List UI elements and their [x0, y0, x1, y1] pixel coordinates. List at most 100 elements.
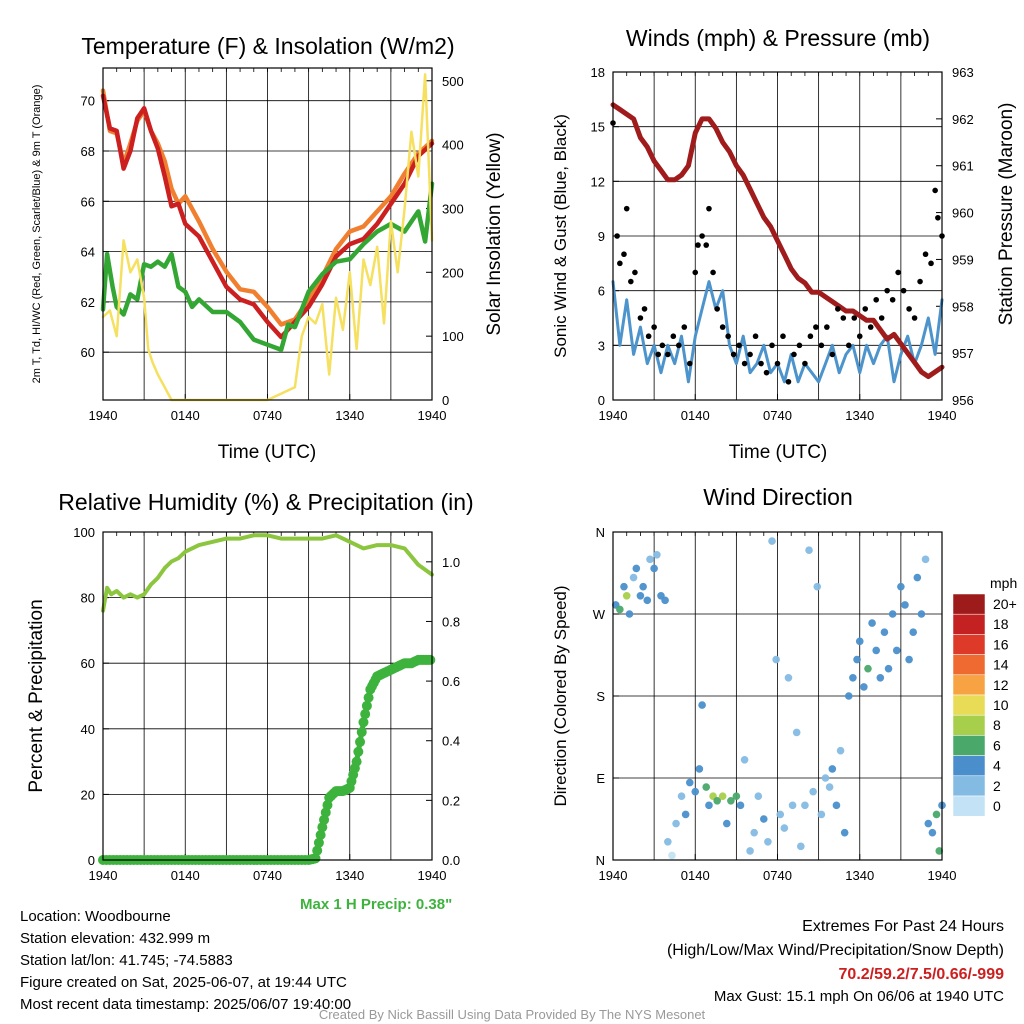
station-latlon: Station lat/lon: 41.745; -74.5883: [20, 952, 233, 969]
winds-panel: 0 3 6 9 12 15 18 956 957 958 959 960 961 962 963 1940 01…: [551, 25, 1017, 463]
gust-point: [699, 233, 705, 239]
gust-point: [676, 342, 682, 349]
legend-label: 6: [993, 737, 1001, 753]
gust-point: [932, 187, 938, 194]
precip-point: [425, 654, 436, 665]
direction-point: [746, 847, 754, 855]
gust-point: [906, 306, 912, 312]
x-tick-label: 1940: [928, 408, 957, 423]
direction-point: [876, 673, 885, 682]
direction-point: [932, 810, 941, 819]
direction-point: [718, 792, 727, 801]
direction-point: [639, 582, 647, 591]
series-line-insolation_yellow: [101, 73, 434, 402]
x-tick-label: 0740: [253, 868, 282, 883]
direction-point: [622, 591, 631, 600]
y-right-tick-label: 957: [952, 346, 974, 361]
gust-point: [769, 342, 775, 349]
plot-border: [612, 71, 943, 401]
direction-point: [888, 610, 897, 618]
direction-point: [632, 564, 641, 573]
y-right-tick-label: 0.6: [442, 674, 460, 689]
y-tick-label: 15: [591, 120, 605, 135]
direction-point: [705, 801, 713, 810]
direction-point: [825, 783, 834, 791]
x-tick-label: 1340: [335, 868, 364, 883]
x-tick-label: 0740: [253, 408, 282, 423]
x-tick-label: 0140: [171, 408, 200, 423]
y-right-tick-label: 1.0: [442, 555, 460, 570]
direction-point: [754, 792, 763, 801]
gust-point: [835, 306, 841, 312]
y-tick-label: N: [596, 853, 605, 868]
y-tick-label: 62: [81, 295, 95, 310]
direction-point: [821, 774, 830, 782]
gust-point: [651, 324, 657, 330]
gust-point: [695, 242, 701, 248]
gust-point: [741, 360, 748, 367]
direction-point: [788, 801, 797, 810]
station-location: Location: Woodbourne: [20, 908, 171, 925]
gust-point: [774, 360, 781, 367]
direction-point: [653, 550, 661, 559]
direction-point: [636, 591, 645, 600]
direction-point: [853, 655, 861, 664]
gust-point: [686, 360, 693, 367]
direction-point: [732, 792, 741, 801]
gust-point: [758, 360, 764, 367]
precip-point: [360, 709, 371, 720]
y-right-tick-label: 960: [952, 206, 974, 221]
y-axis-label: Percent & Precipitation: [26, 599, 47, 792]
y-right-tick-label: 956: [952, 393, 974, 408]
direction-point: [698, 701, 706, 709]
legend-label: 16: [993, 636, 1009, 652]
direction-point: [797, 842, 805, 851]
y-right-tick-label: 962: [952, 112, 974, 127]
precip-point: [310, 853, 321, 864]
y-tick-label: 20: [81, 787, 95, 802]
direction-point: [792, 728, 801, 737]
direction-point: [661, 596, 669, 605]
gust-point: [813, 324, 819, 330]
y-tick-label: 66: [81, 194, 95, 209]
x-tick-label: 0740: [763, 868, 792, 883]
y-tick-label: 12: [591, 174, 605, 189]
precip-point: [361, 700, 372, 711]
gust-point: [632, 269, 638, 276]
chart-title: Relative Humidity (%) & Precipitation (i…: [58, 489, 473, 515]
y-right-tick-label: 961: [952, 159, 974, 174]
direction-point: [813, 582, 822, 591]
gust-point: [935, 214, 941, 221]
extremes-title: Extremes For Past 24 Hours: [802, 918, 1004, 935]
precip-point: [356, 727, 367, 738]
y-tick-label: 0: [88, 853, 95, 868]
legend-swatch: [952, 755, 986, 777]
x-tick-label: 1940: [418, 868, 447, 883]
y-tick-label: W: [593, 607, 606, 622]
direction-point: [928, 828, 937, 837]
x-tick-label: 0140: [171, 868, 200, 883]
direction-point: [643, 596, 652, 605]
y-tick-label: 3: [598, 338, 605, 353]
direction-point: [629, 573, 638, 582]
y-tick-label: 40: [81, 722, 95, 737]
direction-point: [722, 819, 731, 828]
precip-point: [355, 736, 366, 747]
chart-title: Temperature (F) & Insolation (W/m2): [81, 33, 454, 59]
direction-point: [836, 746, 845, 755]
y-tick-label: 6: [598, 284, 605, 299]
gust-point: [747, 351, 753, 358]
gust-point: [645, 333, 652, 340]
gust-point: [791, 351, 797, 358]
y-right-tick-label: 0.2: [442, 793, 460, 808]
y-right-axis-label: Station Pressure (Maroon): [996, 103, 1017, 326]
direction-point: [681, 810, 690, 819]
gust-point: [889, 296, 896, 303]
station-elevation: Station elevation: 432.999 m: [20, 930, 211, 947]
direction-point: [868, 619, 876, 627]
gust-point: [752, 333, 759, 340]
direction-point: [855, 637, 864, 646]
y-tick-label: N: [596, 525, 605, 540]
gust-point: [824, 324, 830, 330]
gust-point: [851, 315, 858, 321]
